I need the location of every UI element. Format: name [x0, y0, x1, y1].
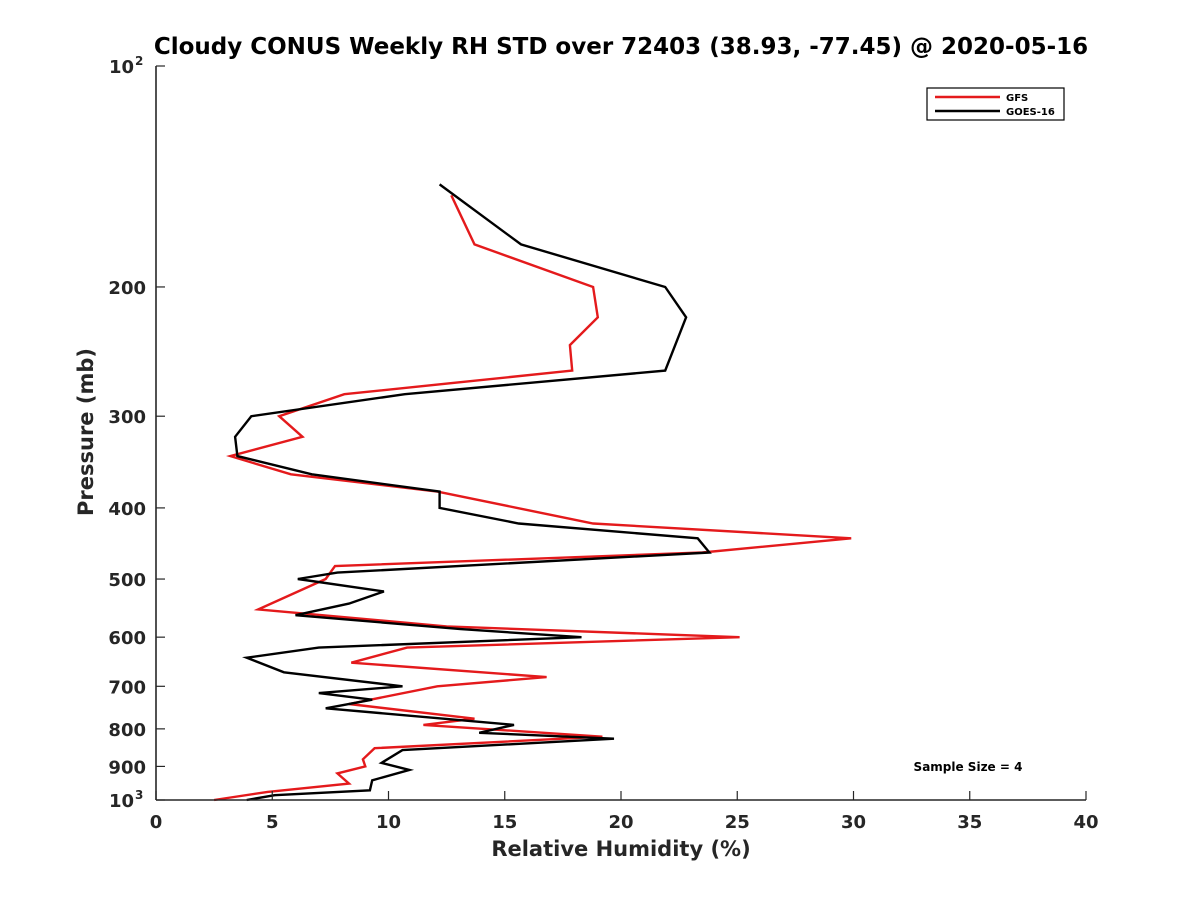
x-tick-label: 25	[725, 812, 750, 833]
y-tick-exponent: 2	[135, 54, 143, 68]
y-tick-exponent: 3	[135, 788, 143, 802]
y-tick-label: 200	[108, 278, 146, 299]
series-line-goes-16	[233, 183, 712, 802]
x-tick-label: 35	[957, 812, 982, 833]
series-line-gfs	[213, 194, 852, 802]
y-tick-label: 700	[108, 677, 146, 698]
x-tick-label: 30	[841, 812, 866, 833]
y-tick-label: 900	[108, 757, 146, 778]
y-tick-label: 300	[108, 407, 146, 428]
sample-size-annotation: Sample Size = 4	[914, 760, 1023, 774]
x-tick-label: 5	[266, 812, 279, 833]
y-axis-label: Pressure (mb)	[74, 348, 98, 516]
x-tick-label: 10	[376, 812, 401, 833]
legend-label-gfs: GFS	[1006, 93, 1028, 104]
y-tick-label: 600	[108, 628, 146, 649]
x-tick-label: 0	[150, 812, 163, 833]
legend-label-goes-16: GOES-16	[1006, 107, 1055, 118]
y-tick-label: 800	[108, 720, 146, 741]
x-tick-label: 40	[1073, 812, 1098, 833]
legend: GFS GOES-16	[926, 87, 1065, 121]
chart-title: Cloudy CONUS Weekly RH STD over 72403 (3…	[154, 34, 1088, 60]
series-layer	[213, 183, 852, 802]
legend-box	[926, 87, 1065, 121]
y-tick-label: 400	[108, 499, 146, 520]
y-tick-label: 10	[109, 791, 134, 812]
x-tick-label: 20	[608, 812, 633, 833]
y-tick-label: 500	[108, 570, 146, 591]
x-tick-label: 15	[492, 812, 517, 833]
y-tick-label: 10	[109, 57, 134, 78]
x-axis-label: Relative Humidity (%)	[491, 837, 750, 861]
